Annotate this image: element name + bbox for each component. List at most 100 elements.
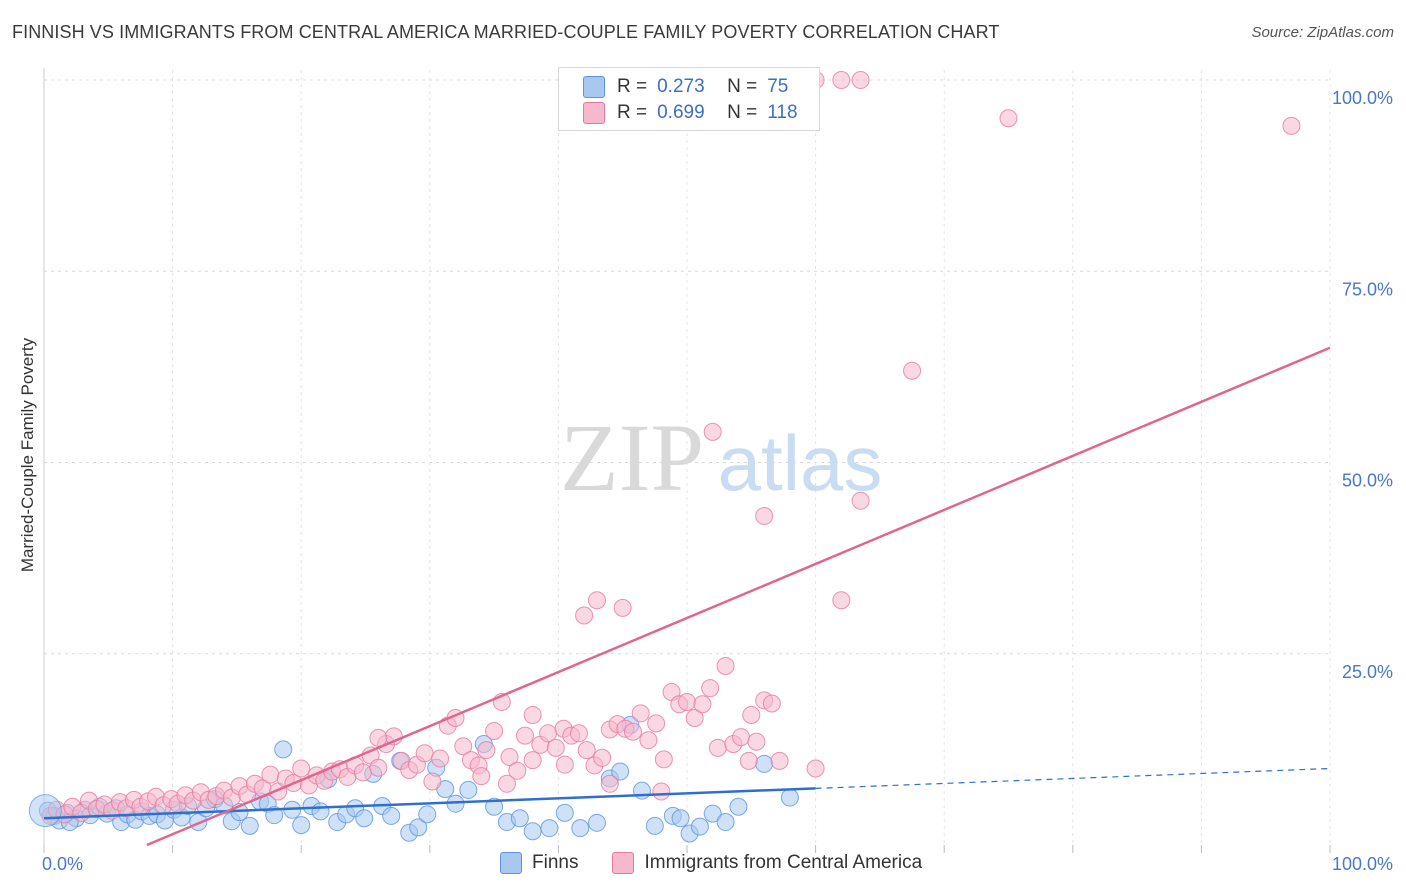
n-value: 118: [767, 102, 798, 123]
x-tick-label-max: 100.0%: [1332, 854, 1393, 874]
finns-point: [274, 740, 293, 759]
central-america-point: [508, 761, 527, 780]
finns-point: [418, 805, 437, 824]
central-america-point: [708, 738, 727, 757]
central-america-point: [353, 763, 372, 782]
chart-title: FINNISH VS IMMIGRANTS FROM CENTRAL AMERI…: [12, 22, 1000, 42]
finns-point: [703, 804, 722, 823]
central-america-point: [685, 709, 704, 728]
r-label: R =: [617, 102, 648, 123]
central-america-point: [500, 748, 519, 767]
central-america-point: [369, 728, 388, 747]
central-america-point: [415, 744, 434, 763]
central-america-point: [555, 755, 574, 774]
central-america-point: [832, 591, 851, 610]
finns-point: [311, 802, 330, 821]
finns-point: [716, 813, 735, 832]
central-america-point: [587, 591, 606, 610]
y-tick-label: 100.0%: [1332, 88, 1393, 108]
legend-row-central-america: R = 0.699 N = 118: [583, 100, 798, 126]
central-america-point: [631, 704, 650, 723]
central-america-point: [851, 491, 870, 510]
central-america-point: [755, 507, 774, 526]
central-america-point: [569, 724, 588, 743]
central-america-legend-swatch: [612, 852, 635, 874]
finns-point: [459, 780, 478, 799]
central-america-point: [742, 705, 761, 724]
r-value: 0.699: [657, 102, 705, 123]
n-label: N =: [727, 102, 758, 123]
legend-item-finns[interactable]: Finns: [500, 852, 578, 874]
central-america-point: [639, 731, 658, 750]
finns-point: [690, 817, 709, 836]
central-america-point: [806, 759, 825, 778]
finns-point: [671, 809, 690, 828]
finns-point: [292, 816, 311, 835]
central-america-point: [497, 774, 516, 793]
central-america-point: [523, 705, 542, 724]
finns-swatch: [583, 76, 605, 98]
series-legend: Finns Immigrants from Central America: [500, 852, 956, 874]
central-america-point: [693, 695, 712, 714]
central-america-point: [600, 774, 619, 793]
central-america-point: [523, 751, 542, 770]
finns-point: [555, 803, 574, 822]
watermark-atlas: atlas: [718, 419, 883, 507]
finns-point: [755, 754, 774, 773]
central-america-point: [903, 361, 922, 380]
central-america-point: [999, 109, 1018, 128]
finns-trend-line-extension: [815, 767, 1331, 789]
finns-point: [240, 816, 259, 835]
central-america-point: [716, 656, 735, 675]
central-america-point: [652, 782, 671, 801]
n-label: N =: [727, 76, 758, 97]
central-america-point: [654, 750, 673, 769]
central-america-point: [832, 71, 851, 89]
finns-legend-swatch: [500, 852, 522, 874]
central-america-point: [732, 728, 751, 747]
finns-point: [382, 806, 401, 825]
finns-point: [571, 819, 590, 838]
finns-point-large: [28, 794, 62, 828]
central-america-point: [613, 598, 632, 617]
central-america-point: [762, 694, 781, 713]
finns-point: [409, 818, 428, 837]
y-tick-label: 75.0%: [1342, 279, 1393, 299]
central-america-point: [577, 741, 596, 760]
central-america-point: [851, 71, 870, 89]
y-tick-label: 25.0%: [1342, 662, 1393, 682]
central-america-point: [678, 692, 696, 711]
finns-point: [540, 819, 559, 838]
finns-point: [729, 797, 748, 816]
central-america-point: [261, 765, 280, 784]
r-value: 0.273: [657, 76, 705, 97]
central-america-point: [454, 737, 473, 756]
finns-point: [523, 822, 542, 841]
central-america-point: [431, 749, 450, 768]
source-label: Source: ZipAtlas.com: [1251, 24, 1394, 41]
central-america-legend-label: Immigrants from Central America: [644, 852, 923, 873]
r-label: R =: [617, 76, 648, 97]
central-america-point: [770, 751, 789, 770]
finns-point: [355, 809, 374, 828]
central-america-point: [369, 758, 388, 777]
central-america-point: [701, 679, 720, 698]
central-america-trend-line: [146, 346, 1331, 847]
central-america-point: [747, 732, 766, 751]
central-america-swatch: [583, 102, 605, 124]
finns-trend-line: [43, 787, 816, 820]
finns-point: [485, 797, 504, 816]
finns-point: [780, 788, 799, 807]
finns-point: [265, 806, 284, 825]
y-tick-label: 50.0%: [1342, 471, 1393, 491]
central-america-point: [593, 748, 612, 767]
central-america-point: [703, 422, 722, 441]
central-america-point: [647, 714, 666, 733]
central-america-point: [477, 741, 496, 760]
finns-legend-label: Finns: [532, 852, 579, 873]
legend-item-central-america[interactable]: Immigrants from Central America: [612, 852, 922, 874]
finns-point: [645, 816, 664, 835]
central-america-point: [546, 738, 565, 757]
n-value: 75: [767, 76, 789, 97]
